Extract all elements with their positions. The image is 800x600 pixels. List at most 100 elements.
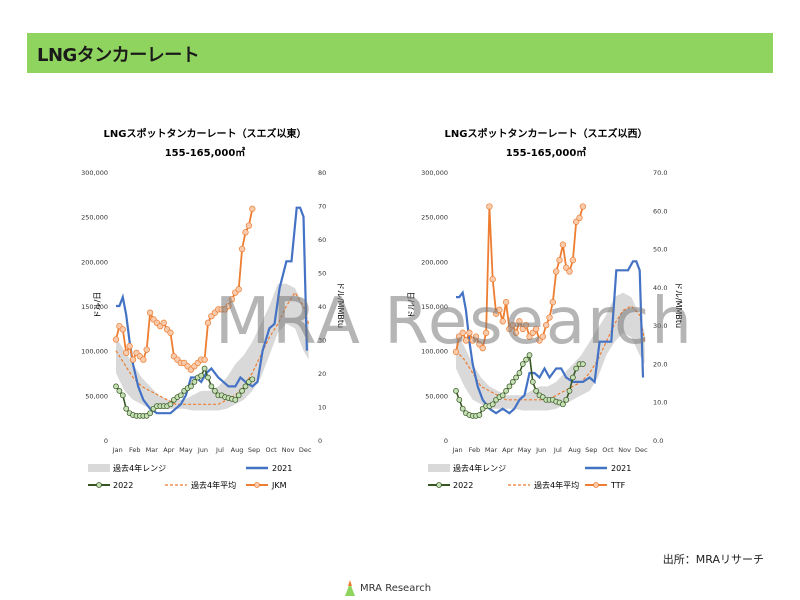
y-left-tick: 50,000 [425,392,448,400]
point-2022 [563,396,570,403]
point-jkm [129,356,137,363]
x-tick-label: Jun [197,446,208,454]
point-2022 [147,410,153,417]
x-tick-label: Aug [231,446,244,454]
point-2022 [198,372,205,379]
y-right-tick: 30.0 [653,322,667,330]
point-jkm [238,245,246,253]
point-ttf [506,325,513,333]
point-jkm [228,296,236,303]
x-tick-label: Nov [618,446,631,454]
point-ttf [512,329,520,336]
y-right-tick: 60.0 [653,207,667,215]
point-jkm [225,302,232,310]
y-right-tick: 50 [318,270,326,278]
point-ttf [553,268,560,275]
y-left-tick: 300,000 [81,169,108,177]
y-left-tick: 300,000 [421,169,448,177]
chart-subtitle: 155-165,000㎥ [506,146,587,159]
chart-suez-west: LNGスポットタンカーレート（スエズ以西） 155-165,000㎥ ドル/日 … [407,127,683,454]
legend-range-label: 過去4年レンジ [453,463,506,473]
x-tick-label: Jan [112,446,123,454]
point-ttf [566,268,573,275]
point-2022 [453,388,459,394]
legend-2021-label: 2021 [611,464,631,473]
x-tick-label: May [179,446,193,454]
legend-avg-label: 過去4年平均 [191,480,236,490]
point-2022 [509,379,516,385]
legend-2022-label: 2022 [453,481,473,490]
y-left-tick: 0 [444,437,448,445]
y-right-tick: 30 [318,337,326,345]
point-2022 [506,383,513,390]
series-range-band [456,292,645,411]
point-2022 [476,412,483,418]
point-ttf [459,329,466,336]
logo-text: MRA Research [360,583,432,594]
chart-title: LNGスポットタンカーレート（スエズ以東） [104,127,307,140]
point-2022 [570,374,576,381]
point-2022 [249,376,256,383]
point-2022 [205,374,211,381]
legend-range-label: 過去4年レンジ [113,463,166,473]
point-jkm [126,343,133,350]
legend-jkm-marker [254,482,260,488]
chart-title: LNGスポットタンカーレート（スエズ以西） [445,127,648,140]
x-tick-label: Jan [452,446,463,454]
point-ttf [466,329,473,336]
series-range-band [116,283,309,411]
y-left-tick: 200,000 [421,258,448,266]
point-ttf [539,333,546,340]
x-tick-label: Dec [635,446,648,454]
y-left-tick: 250,000 [421,214,448,222]
page-title: LNGタンカーレート [37,45,200,66]
point-ttf [452,348,460,356]
point-jkm [245,222,253,229]
point-2022 [201,365,208,372]
x-tick-label: Feb [129,446,141,454]
series-avg4y-line [115,291,310,405]
point-ttf [486,203,493,210]
point-ttf [522,321,530,329]
series-ttf-line [455,206,584,353]
x-tick-label: Jul [215,446,224,454]
series-2021-line [456,260,645,415]
y-right-label: ドル/MMBtu [674,282,683,328]
y-right-tick: 20.0 [653,360,667,368]
point-jkm [204,319,212,326]
point-2022 [232,396,239,403]
legend-2022-label: 2022 [113,481,133,490]
point-jkm [123,349,130,357]
point-2022 [560,401,566,408]
y-right-label: ドル/MMBtu [336,282,345,328]
point-2022 [516,370,523,376]
point-2022 [212,388,218,394]
point-ttf [502,299,510,306]
y-left-tick: 200,000 [81,258,108,266]
point-ttf [576,214,583,222]
point-ttf [569,256,577,264]
x-tick-label: Dec [299,446,312,454]
y-right-tick: 50.0 [653,246,667,254]
point-ttf [516,318,523,325]
x-tick-label: Mar [485,446,498,454]
point-2022 [566,388,573,394]
point-2022 [499,392,506,399]
y-right-tick: 80 [318,169,326,177]
point-jkm [242,229,249,236]
point-ttf [496,306,503,313]
point-ttf [499,318,506,325]
point-ttf [546,314,553,321]
y-left-tick: 150,000 [421,303,448,311]
y-left-label: ドル/日 [407,292,416,319]
chart-suez-east: LNGスポットタンカーレート（スエズ以東） 155-165,000㎥ ドル/日 … [81,127,345,454]
x-tick-label: Mar [146,446,159,454]
point-2022 [242,383,249,390]
chart-subtitle: 155-165,000㎥ [165,146,246,159]
y-left-tick: 100,000 [81,348,108,356]
y-right-tick: 10.0 [653,399,667,407]
title-bar: LNGタンカーレート [27,33,773,73]
y-right-tick: 0.0 [653,437,663,445]
point-ttf [509,321,516,329]
